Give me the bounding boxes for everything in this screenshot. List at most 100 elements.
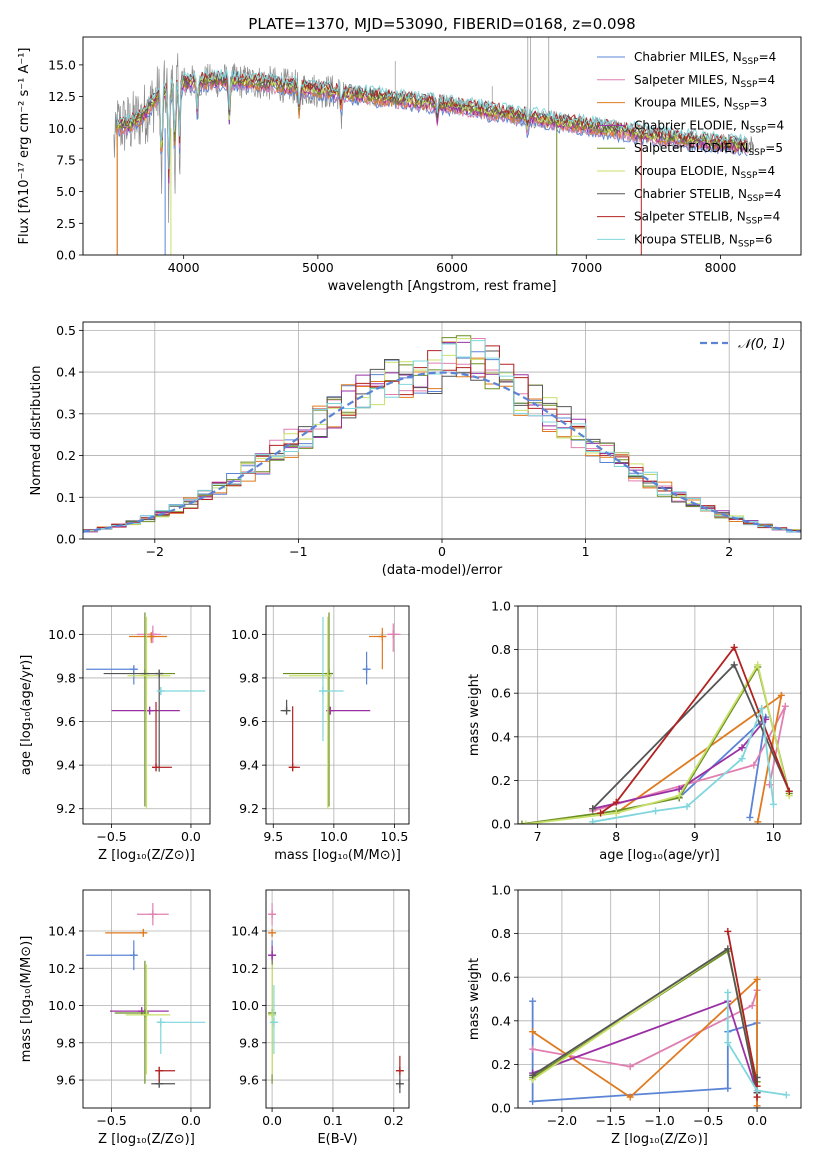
axes-frame (82, 36, 802, 256)
legend-n: =5 (765, 141, 783, 155)
age_vs_mass-chart: 9.5 10.0 10.5 9.2 9.4 9.6 9.8 10.0 mass [log₁₀(M… (231, 605, 410, 863)
mass_vs_ebv-chart: 0.0 0.1 0.2 9.6 9.8 10.0 10.2 10.4 E(B-V) (231, 889, 410, 1147)
y-tick-label: 10.2 (231, 961, 259, 976)
axes-frame (82, 889, 211, 1109)
age_vs_z-plot-area (86, 612, 206, 809)
errorbar-chabrier_miles (86, 665, 138, 685)
legend-sub: SSP (741, 80, 758, 90)
axes-frame (265, 605, 410, 825)
y-tick-label: 5.0 (56, 184, 76, 199)
model-line-kroupa_stelib (116, 69, 748, 170)
y-axis-label: mass weight (467, 674, 482, 756)
weight-line-kroupa_stelib (592, 708, 775, 823)
y-tick-label: 10.4 (231, 923, 259, 938)
y-tick-label: 10.0 (48, 998, 76, 1013)
x-axis-label: Z [log₁₀(Z/Z⊙)] (611, 1132, 708, 1147)
x-tick-label: 9.5 (263, 829, 283, 844)
legend-label-gaussian: 𝒩(0, 1) (738, 337, 785, 352)
legend-n: =4 (764, 187, 782, 201)
errorbar-chabrier_stelib (280, 699, 291, 715)
y-axis-label: mass [log₁₀(M/M⊙)] (19, 936, 34, 1063)
y-tick-label: 9.8 (56, 670, 76, 685)
x-tick-label: 0.1 (323, 1113, 343, 1128)
x-tick-label: −0.5 (693, 1113, 723, 1128)
model-line-chabrier_miles (116, 81, 748, 184)
legend-name: Chabrier MILES, N (634, 50, 742, 64)
legend-name: Kroupa STELIB, N (634, 232, 738, 246)
x-axis-label: mass [log₁₀(M/M⊙)] (274, 848, 401, 863)
x-tick-label: 2 (725, 544, 733, 559)
errorbar-kroupa_miles (129, 632, 168, 644)
legend-name: Salpeter ELODIE, N (634, 141, 748, 155)
x-tick-label: 7000 (570, 260, 602, 275)
weight_vs_age-chart: 7 8 9 10 0.0 0.2 0.4 0.6 0.8 1.0 age [log₁₀(age/yr… (467, 599, 802, 863)
y-tick-label: 10.0 (231, 998, 259, 1013)
axes-frame (517, 605, 802, 825)
axes-frame (82, 605, 211, 825)
mass_vs_z-chart: −0.5 0.0 9.6 9.8 10.0 10.2 10.4 Z [log₁₀(Z/Z⊙)]… (19, 889, 211, 1147)
y-tick-label: 0.0 (56, 248, 76, 263)
x-axis-label: E(B-V) (317, 1132, 357, 1147)
y-tick-label: 9.6 (56, 714, 76, 729)
errorbar-kroupa_elodie (289, 616, 332, 809)
x-axis-label: Z [log₁₀(Z/Z⊙)] (98, 1132, 195, 1147)
legend-sub: SSP (733, 103, 750, 113)
residual-legend: 𝒩(0, 1) (700, 337, 785, 352)
model-line-kroupa_miles (116, 78, 748, 181)
legend-n: =6 (755, 232, 773, 246)
y-tick-label: 0.2 (491, 773, 511, 788)
y-tick-label: 9.8 (239, 1035, 259, 1050)
errorbar-chabrier_miles (362, 651, 371, 685)
x-tick-label: −1 (289, 544, 307, 559)
x-axis-label: Z [log₁₀(Z/Z⊙)] (98, 848, 195, 863)
y-tick-label: 0.8 (491, 642, 511, 657)
x-tick-label: 8 (612, 829, 620, 844)
legend-n: =3 (750, 96, 768, 110)
errorbar-salpeter_elodie (114, 960, 149, 1084)
legend-name: Salpeter STELIB, N (634, 210, 746, 224)
x-tick-label: 8000 (705, 260, 737, 275)
errorbar-chabrier_stelib (103, 669, 164, 772)
legend-n: =4 (763, 210, 781, 224)
legend-sub: SSP (746, 217, 763, 227)
x-tick-label: 10.5 (381, 829, 409, 844)
legend-label-kroupa_elodie: Kroupa ELODIE, NSSP=4 (634, 164, 775, 181)
y-tick-label: 12.5 (48, 89, 76, 104)
x-tick-label: 5000 (302, 260, 334, 275)
errorbar-chabrier_miles (86, 940, 138, 971)
histogram-kroupa_stelib (83, 340, 801, 533)
legend-label-chabrier_miles: Chabrier MILES, NSSP=4 (634, 50, 776, 67)
legend-name: Kroupa ELODIE, N (634, 164, 741, 178)
y-tick-label: 0.1 (56, 490, 76, 505)
errorbar-salpeter_miles (387, 623, 401, 652)
y-tick-label: 0.4 (491, 729, 511, 744)
legend-n: =4 (759, 50, 777, 64)
legend-sub: SSP (747, 194, 764, 204)
legend-label-kroupa_miles: Kroupa MILES, NSSP=3 (634, 96, 767, 113)
errorbar-kroupa_stelib (156, 1018, 206, 1054)
y-tick-label: 0.3 (56, 406, 76, 421)
axes-frame (517, 889, 802, 1109)
x-tick-label: −0.5 (96, 829, 126, 844)
errorbar-salpeter_stelib (288, 706, 300, 772)
y-axis-label: Normed distribution (29, 366, 44, 496)
axes-frame (82, 321, 802, 540)
legend-n: =4 (757, 164, 775, 178)
y-tick-label: 0.2 (56, 448, 76, 463)
legend-label-salpeter_miles: Salpeter MILES, NSSP=4 (634, 73, 775, 90)
age_vs_z-chart: −0.5 0.0 9.2 9.4 9.6 9.8 10.0 Z [log₁₀(Z/Z⊙)] ag… (19, 605, 211, 863)
y-tick-label: 9.2 (56, 801, 76, 816)
mass_vs_ebv-plot-area (268, 903, 404, 1094)
y-tick-label: 0.2 (491, 1057, 511, 1072)
x-tick-label: −2 (146, 544, 164, 559)
spectrum-plot-area (113, 37, 755, 255)
x-tick-label: 0.2 (384, 1113, 404, 1128)
errorbar-kroupa_elodie (125, 964, 171, 1075)
model-line-chabrier_stelib (116, 71, 748, 176)
y-tick-label: 10.4 (48, 923, 76, 938)
y-tick-label: 0.0 (491, 1101, 511, 1116)
y-tick-label: 0.8 (491, 926, 511, 941)
weight-line-chabrier_elodie (592, 718, 767, 810)
legend-sub: SSP (742, 57, 759, 67)
